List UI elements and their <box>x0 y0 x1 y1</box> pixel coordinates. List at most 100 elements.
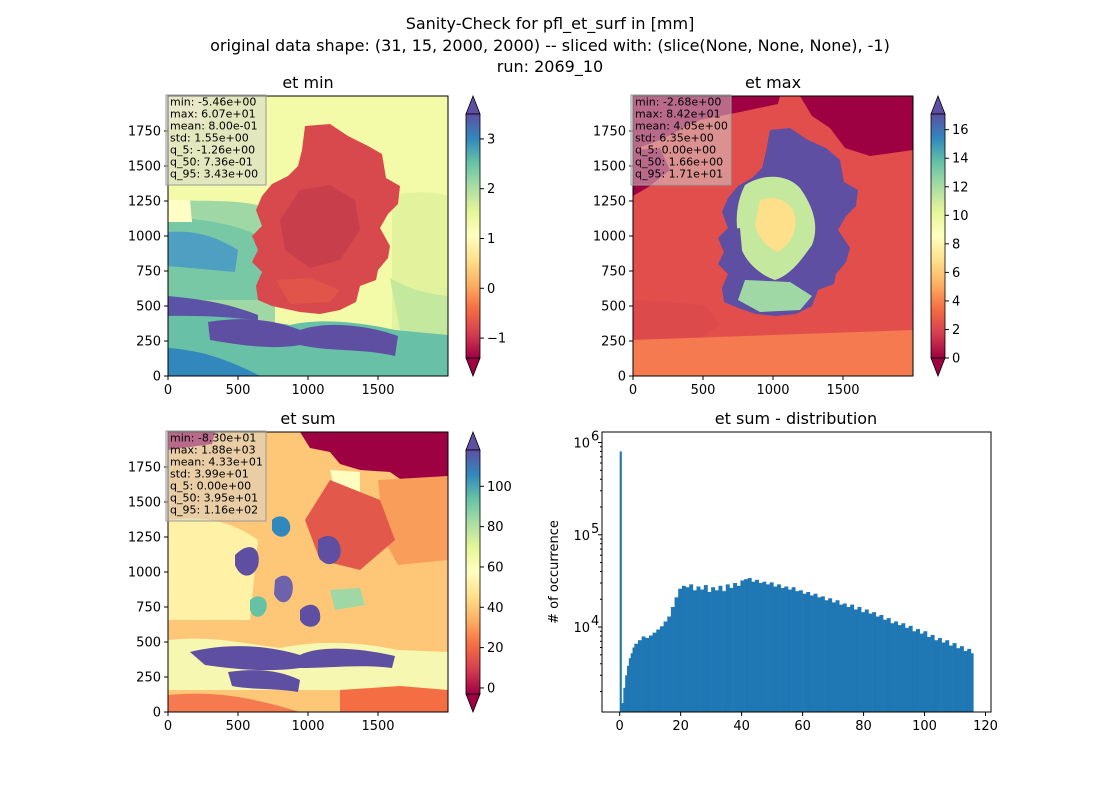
histogram-bar <box>809 595 814 712</box>
histogram-bar <box>645 638 650 712</box>
stat-line: min: -2.68e+00 <box>635 96 721 109</box>
colorbar-tick-label: 10 <box>952 209 969 224</box>
panel-et-sum-distribution: et sum - distribution 0 20 40 60 80 100 120 10… <box>547 409 998 734</box>
histogram-bar <box>619 451 622 712</box>
histogram-bar <box>967 648 972 712</box>
x-tick-label: 40 <box>733 719 750 734</box>
histogram-bar <box>630 653 633 712</box>
axes-frame <box>601 431 992 713</box>
heatmap-image <box>168 96 448 376</box>
y-tick-label: 10 <box>573 529 590 544</box>
histogram-bar <box>857 606 862 712</box>
histogram-bar <box>722 591 727 712</box>
histogram-bar <box>751 581 756 712</box>
colorbar-tick-label: 8 <box>952 237 960 252</box>
y-tick-label: 750 <box>136 601 161 616</box>
colorbar-tick-label: 0 <box>487 282 495 297</box>
colorbar-tick-label: −1 <box>487 332 506 347</box>
histogram-bar <box>802 593 807 712</box>
histogram-bar <box>700 589 705 712</box>
x-axis: 0 20 40 60 80 100 120 <box>616 712 998 734</box>
histogram-bars <box>619 451 974 712</box>
y-tick-label: 500 <box>136 300 161 315</box>
colorbar-extend-min <box>930 357 946 378</box>
histogram-bar <box>725 584 730 712</box>
stat-line: q_95: 3.43e+00 <box>170 168 258 181</box>
y-axis: 0 250 500 750 1000 1250 1500 1750 <box>128 125 168 385</box>
colorbar-tick-label: 60 <box>487 560 504 575</box>
stat-line: q_5: 0.00e+00 <box>635 144 716 157</box>
colorbar-tick-label: 6 <box>952 266 960 281</box>
histogram-bar <box>883 619 888 712</box>
y-tick-label: 10 <box>573 437 590 452</box>
histogram-bar <box>875 616 880 712</box>
histogram-bar <box>670 606 675 712</box>
stats-box-background <box>630 94 732 186</box>
colorbar-tick-label: 100 <box>487 480 512 495</box>
histogram-bar <box>926 636 931 712</box>
colorbar-extend-min <box>465 693 481 714</box>
stat-line: q_50: 7.36e-01 <box>170 156 253 169</box>
x-tick-label: 0 <box>629 383 637 398</box>
stat-line: q_50: 3.95e+01 <box>170 492 258 505</box>
histogram-bar <box>963 650 968 712</box>
colorbar-tick-label: 20 <box>487 641 504 656</box>
histogram-bar <box>868 613 873 712</box>
x-tick-label: 100 <box>912 719 937 734</box>
histogram-bar <box>952 643 957 712</box>
stat-line: std: 1.55e+00 <box>170 132 249 145</box>
colorbar-tick-label: 2 <box>952 323 960 338</box>
x-tick-label: 60 <box>794 719 811 734</box>
colorbar-tick-label: 1 <box>487 232 495 247</box>
histogram-bar <box>813 593 818 712</box>
x-tick-label: 120 <box>973 719 998 734</box>
y-axis: 0 250 500 750 1000 1250 1500 1750 <box>128 461 168 721</box>
colorbar-tick-label: 4 <box>952 294 960 309</box>
y-tick-label: 750 <box>601 265 626 280</box>
x-tick-label: 500 <box>226 383 251 398</box>
colorbar-gradient <box>930 113 946 359</box>
colorbar-extend-max <box>465 430 481 451</box>
y-tick-label: 1500 <box>128 496 161 511</box>
histogram-bar <box>652 632 657 712</box>
x-axis: 0 500 1000 1500 <box>164 712 395 734</box>
histogram-bar <box>667 616 672 712</box>
y-tick-label: 0 <box>153 706 161 721</box>
panel-et-min: et min 0 500 1000 1500 0 250 500 750 1000 1250 15… <box>128 73 506 398</box>
histogram-bar <box>656 629 661 712</box>
histogram-bar <box>839 604 844 712</box>
y-tick-label: 1250 <box>128 195 161 210</box>
histogram-bar <box>707 591 712 712</box>
histogram-bar <box>894 621 899 712</box>
stat-line: max: 6.07e+01 <box>170 108 256 121</box>
histogram-bar <box>628 658 631 712</box>
histogram-bar <box>733 583 738 712</box>
x-tick-label: 1500 <box>361 719 394 734</box>
y-tick-label: 1500 <box>128 160 161 175</box>
histogram-bar <box>872 612 877 712</box>
histogram-bar <box>685 587 690 712</box>
y-tick-label: 750 <box>136 265 161 280</box>
stat-line: max: 8.42e+01 <box>635 108 721 121</box>
histogram-bar <box>681 585 686 712</box>
histogram-bar <box>736 585 741 712</box>
histogram-bar <box>659 626 664 712</box>
histogram-bar <box>784 586 789 712</box>
stat-line: q_50: 1.66e+00 <box>635 156 723 169</box>
histogram-bar <box>795 591 800 712</box>
panel-title: et min <box>282 73 333 92</box>
histogram-bar <box>674 597 679 712</box>
stat-line: q_95: 1.71e+01 <box>635 168 723 181</box>
histogram-bar <box>791 587 796 712</box>
colorbar-tick-label: 2 <box>487 182 495 197</box>
histogram-bar <box>948 645 953 712</box>
histogram-bar <box>755 579 759 712</box>
suptitle-line-2: original data shape: (31, 15, 2000, 2000… <box>210 36 890 55</box>
colorbar-gradient <box>465 449 481 695</box>
histogram-bar <box>718 585 723 712</box>
histogram-bar <box>912 631 917 712</box>
